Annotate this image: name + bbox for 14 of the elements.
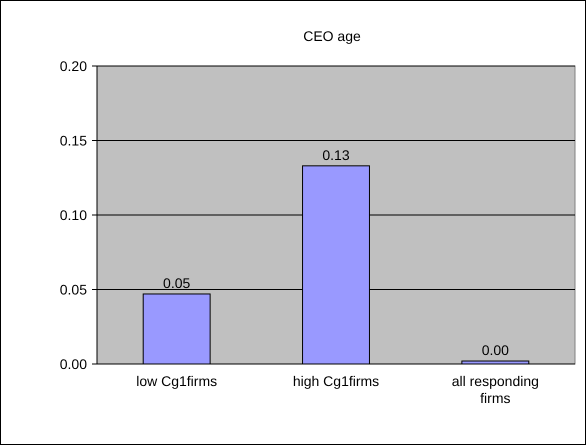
- data-label: 0.00: [482, 342, 510, 358]
- bar: [461, 360, 530, 364]
- y-tick-label: 0.05: [60, 282, 88, 298]
- data-label: 0.05: [163, 274, 191, 291]
- x-tick-label: all responding firms: [452, 373, 539, 406]
- y-tick-label: 0.15: [60, 132, 88, 148]
- chart-title: CEO age: [303, 28, 362, 44]
- x-tick-label: high Cg1firms: [292, 373, 380, 389]
- y-tick-label: 0.20: [60, 58, 88, 74]
- x-tick-label: low Cg1firms: [136, 373, 218, 389]
- y-tick-label: 0.00: [60, 356, 88, 372]
- data-label: 0.13: [322, 146, 350, 163]
- y-tick-label: 0.10: [60, 207, 88, 223]
- bar: [142, 293, 211, 364]
